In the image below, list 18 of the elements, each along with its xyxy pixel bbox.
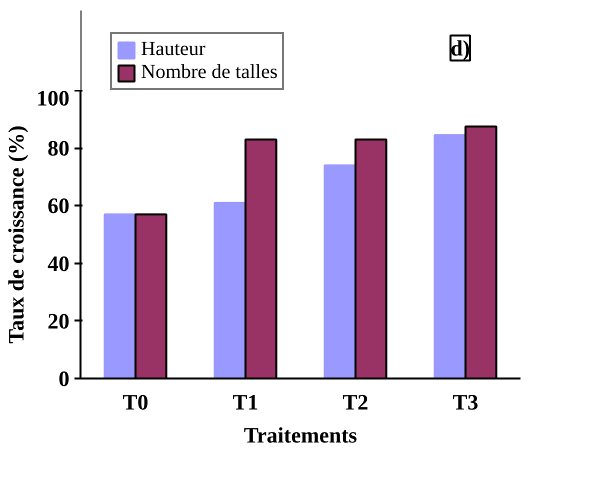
x-tick-label: T3 <box>452 390 478 414</box>
x-tick-label: T0 <box>122 390 148 414</box>
bar <box>324 164 356 378</box>
legend-label: Nombre de talles <box>141 61 278 84</box>
y-tick-label: 20 <box>48 308 70 334</box>
bar <box>104 213 136 378</box>
y-tick-label: 60 <box>48 193 70 218</box>
y-tick-label: 40 <box>48 250 70 276</box>
y-tick-label: 0 <box>58 366 70 391</box>
x-axis-title: Traitements <box>244 422 358 448</box>
y-tick-label: 100 <box>36 86 70 110</box>
x-tick-label: T1 <box>232 390 258 414</box>
y-axis-title: Taux de croissance (%) <box>4 125 28 344</box>
legend-label: Hauteur <box>141 38 206 61</box>
bar <box>214 202 246 378</box>
y-tick-label: 80 <box>48 136 70 161</box>
x-tick-label: T2 <box>342 390 368 414</box>
bar <box>434 134 466 378</box>
